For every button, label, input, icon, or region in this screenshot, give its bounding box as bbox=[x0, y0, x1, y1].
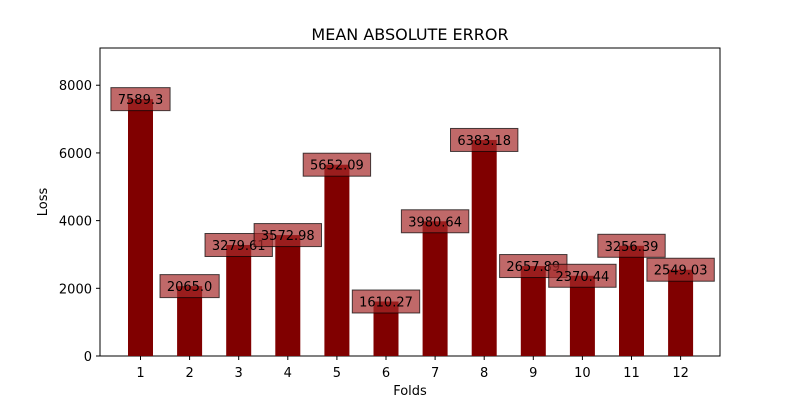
bar-fold-5 bbox=[324, 164, 350, 356]
data-label-text: 3572.98 bbox=[261, 229, 315, 244]
data-label-fold-2: 2065.0 bbox=[159, 274, 220, 299]
y-tick-label: 6000 bbox=[59, 147, 92, 162]
x-tick-label: 7 bbox=[431, 366, 439, 381]
y-tick-label: 4000 bbox=[59, 215, 92, 230]
chart-title: MEAN ABSOLUTE ERROR bbox=[311, 25, 508, 44]
data-label-text: 7589.3 bbox=[118, 93, 164, 108]
x-tick-label: 4 bbox=[284, 366, 292, 381]
bar-fold-4 bbox=[275, 235, 301, 356]
bar-fold-8 bbox=[471, 139, 497, 356]
data-label-text: 2657.89 bbox=[506, 260, 560, 275]
data-label-text: 2549.03 bbox=[654, 264, 708, 279]
data-label-box bbox=[302, 152, 372, 177]
data-label-box bbox=[110, 87, 171, 112]
x-tick-label: 5 bbox=[333, 366, 341, 381]
data-label-fold-12: 2549.03 bbox=[646, 257, 715, 282]
x-axis: 1 2 3 4 5 6 7 8 9 10 11 12 bbox=[136, 356, 689, 381]
data-label-text: 2370.44 bbox=[556, 270, 610, 285]
y-tick-label: 0 bbox=[84, 350, 92, 365]
plot-frame bbox=[99, 47, 721, 357]
data-label-text: 3256.39 bbox=[605, 240, 659, 255]
data-label-box bbox=[351, 289, 421, 314]
x-tick-label: 6 bbox=[382, 366, 390, 381]
data-label-text: 2065.0 bbox=[167, 280, 213, 295]
y-tick-label: 8000 bbox=[59, 79, 92, 94]
y-tick-label: 2000 bbox=[59, 282, 92, 297]
data-label-text: 3279.61 bbox=[212, 239, 266, 254]
x-tick-label: 11 bbox=[623, 366, 640, 381]
data-label-text: 3980.64 bbox=[408, 215, 462, 230]
data-label-fold-1: 7589.3 bbox=[110, 87, 171, 112]
bar-fold-9 bbox=[520, 266, 546, 356]
y-axis: 0 2000 4000 6000 8000 bbox=[59, 79, 100, 365]
y-axis-label: Loss bbox=[36, 188, 51, 217]
x-tick-label: 12 bbox=[672, 366, 689, 381]
x-tick-label: 1 bbox=[136, 366, 144, 381]
x-tick-label: 9 bbox=[529, 366, 537, 381]
bar-fold-12 bbox=[668, 269, 694, 356]
x-axis-label: Folds bbox=[393, 384, 427, 399]
plot-area bbox=[99, 47, 721, 357]
bar-fold-7 bbox=[422, 221, 448, 356]
bar-fold-3 bbox=[226, 244, 252, 356]
bar-fold-10 bbox=[569, 275, 595, 356]
data-label-fold-10: 2370.44 bbox=[548, 263, 617, 288]
bar-fold-1 bbox=[128, 99, 153, 357]
x-tick-label: 3 bbox=[235, 366, 243, 381]
bar-fold-11 bbox=[619, 245, 644, 356]
data-label-text: 6383.18 bbox=[457, 134, 511, 149]
data-label-fold-7: 3980.64 bbox=[400, 209, 470, 234]
data-label-box bbox=[253, 223, 323, 248]
data-label-box bbox=[450, 127, 519, 152]
data-label-fold-4: 3572.98 bbox=[253, 223, 323, 248]
x-tick-label: 10 bbox=[574, 366, 591, 381]
data-label-box bbox=[646, 257, 715, 282]
data-label-fold-6: 1610.27 bbox=[351, 289, 421, 314]
data-label-fold-5: 5652.09 bbox=[302, 152, 372, 177]
x-tick-label: 2 bbox=[185, 366, 193, 381]
data-label-fold-8: 6383.18 bbox=[450, 127, 519, 152]
data-label-box bbox=[159, 274, 220, 299]
data-label-box bbox=[597, 233, 666, 258]
data-label-box bbox=[548, 263, 617, 288]
data-label-fold-11: 3256.39 bbox=[597, 233, 666, 258]
data-label-text: 1610.27 bbox=[359, 295, 413, 310]
data-label-box bbox=[400, 209, 470, 234]
data-label-text: 5652.09 bbox=[310, 159, 364, 174]
bars-group bbox=[128, 99, 694, 357]
x-tick-label: 8 bbox=[480, 366, 488, 381]
